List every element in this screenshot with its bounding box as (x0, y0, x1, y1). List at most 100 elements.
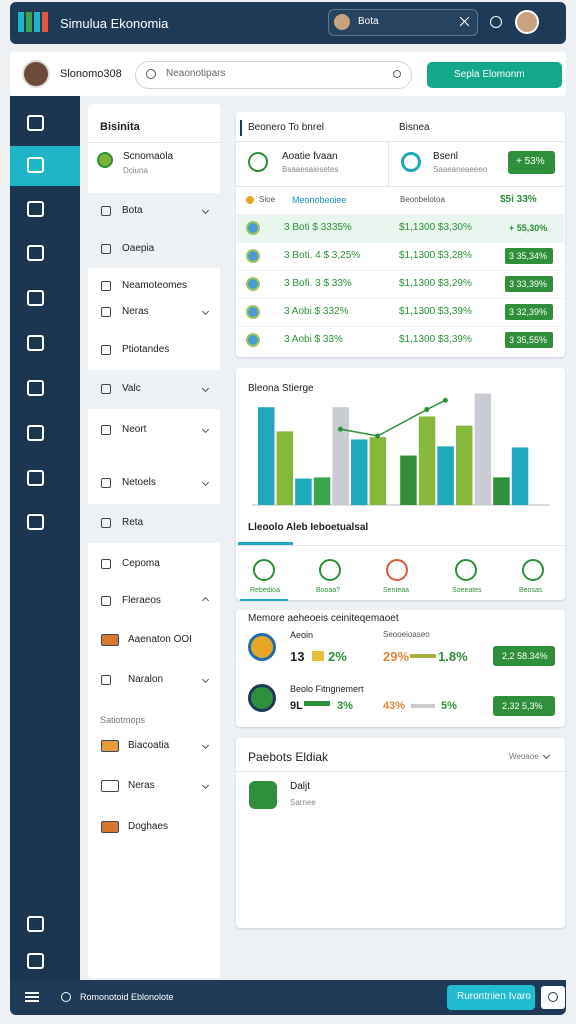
row-badge (505, 276, 553, 292)
metric-value: 5% (441, 699, 457, 712)
sidebar-icon[interactable] (27, 245, 44, 261)
row-badge-text: + 55,30% (509, 222, 548, 233)
sidebar-icon[interactable] (27, 201, 44, 217)
panel-link: Weoaoe (509, 752, 539, 761)
footer-button[interactable] (447, 985, 535, 1010)
metric-bar (411, 704, 435, 708)
tab-indicator (238, 542, 293, 545)
logo-bar (42, 12, 48, 32)
app-title: Simulua Ekonomia (60, 15, 169, 31)
divider (236, 545, 565, 546)
nav-item: Neort (122, 424, 147, 435)
sidebar-icon[interactable] (27, 953, 44, 969)
badge-text: + 53% (516, 156, 545, 167)
row-badge (505, 332, 553, 348)
metric-badge-text: 2,32 5,3% (502, 700, 543, 711)
tab-icon (253, 559, 275, 581)
divider (236, 771, 565, 772)
nav-section: Satiotmops (100, 714, 146, 725)
table-header: Meonobeoiee (292, 194, 347, 205)
metric-value: 2% (328, 648, 347, 664)
metric-bar (410, 654, 436, 658)
card-title: Beonero To bnrel (248, 122, 324, 133)
sidebar-icon[interactable] (27, 290, 44, 306)
button-label: Sepla Elomonm (454, 69, 525, 80)
nav-item: Fleraeos (122, 595, 161, 606)
logo-bar (34, 12, 40, 32)
table-header: Beonbelotoa (400, 195, 445, 204)
nav-icon (101, 307, 111, 317)
panel-card (236, 738, 565, 928)
search-icon (146, 69, 156, 79)
logo-bar (26, 12, 32, 32)
nav-title: Bisinita (100, 120, 140, 133)
row-name: 3 Boti. 4 $ 3,25% (284, 250, 361, 261)
row-badge-text: 3 33,39% (509, 278, 548, 289)
row-name: 3 Bofi. 3 $ 33% (284, 278, 352, 289)
nav-icon (101, 675, 111, 685)
sidebar-icon[interactable] (27, 115, 44, 131)
refresh-icon (393, 70, 401, 78)
row-badge (505, 304, 553, 320)
tab-label: Booaa? (316, 586, 341, 594)
divider (88, 142, 220, 143)
sidebar-icon[interactable] (27, 335, 44, 351)
chart-title: Bleona Stierge (248, 383, 314, 394)
nav-icon (101, 780, 119, 792)
search-placeholder: Neaonotipars (166, 68, 226, 79)
metric-icon (248, 684, 276, 712)
sidebar-active[interactable] (10, 146, 80, 186)
menu-icon[interactable] (25, 992, 39, 994)
divider (236, 186, 565, 187)
nav-item: Bota (122, 205, 143, 216)
row-badge (505, 248, 553, 264)
row-icon (246, 249, 260, 263)
metric-value: 9L (290, 699, 303, 712)
sidebar (10, 96, 80, 980)
chat-icon (490, 16, 502, 28)
nav-item: Biacoatia (128, 740, 170, 751)
tab-icon (522, 559, 544, 581)
nav-item: Ptiotandes (122, 344, 170, 355)
metric-icon (248, 633, 276, 661)
metric-label: Beolo Fitngnemert (290, 683, 364, 694)
card-name: Aoatie fvaan (282, 151, 338, 162)
metric-value: 29% (383, 648, 410, 664)
header-icon (246, 196, 254, 204)
tab-label: Rebedioa (250, 586, 280, 594)
table-row (237, 326, 564, 354)
primary-button[interactable] (427, 62, 562, 88)
sidebar-icon[interactable] (27, 916, 44, 932)
chart-caption: Lleoolo Aleb Ieboetualsal (248, 522, 369, 533)
nav-icon (101, 821, 119, 833)
nav-icon (101, 478, 111, 488)
row-badge-text: 3 35,55% (509, 334, 548, 345)
table-row (237, 242, 564, 270)
user-avatar (22, 60, 50, 88)
nav-icon (101, 345, 111, 355)
tab-label: Beosas (519, 586, 543, 594)
row-icon (246, 333, 260, 347)
menu-icon[interactable] (25, 1000, 39, 1002)
sidebar-icon[interactable] (27, 470, 44, 486)
card-sub: Saaeaneaeeeo (433, 165, 488, 174)
panel-item-name: Daljt (290, 781, 311, 792)
tab-icon (386, 559, 408, 581)
row-icon (246, 221, 260, 235)
sidebar-icon[interactable] (27, 514, 44, 530)
metric-value: 43% (383, 699, 406, 712)
sidebar-icon[interactable] (27, 425, 44, 441)
search-field[interactable] (328, 9, 478, 36)
divider (236, 141, 565, 142)
close-icon[interactable] (460, 17, 469, 26)
nav-icon (101, 206, 111, 216)
sidebar-icon[interactable] (27, 157, 44, 173)
accent (240, 120, 242, 136)
panel-item-icon (249, 781, 277, 809)
menu-icon[interactable] (25, 996, 39, 998)
sidebar-icon[interactable] (27, 380, 44, 396)
nav-item: Reta (122, 517, 144, 528)
search-box[interactable] (135, 61, 412, 89)
search-text: Bota (358, 16, 379, 27)
tab-icon (319, 559, 341, 581)
